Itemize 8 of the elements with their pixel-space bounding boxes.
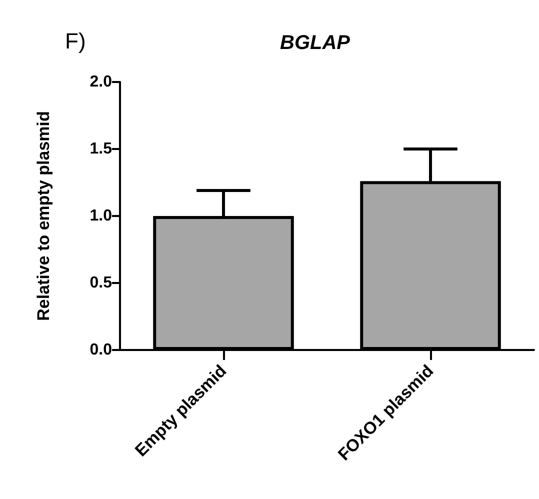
y-tick-label: 2.0 — [90, 74, 112, 90]
y-axis-title: Relative to empty plasmid — [34, 111, 53, 321]
y-tick-label: 1.5 — [90, 140, 112, 158]
y-tick-label: 0.0 — [90, 342, 112, 358]
y-tick-label: 1.0 — [90, 208, 112, 224]
chart-title: BGLAP — [280, 32, 351, 54]
text: F) — [65, 28, 86, 54]
y-tick-label: 0.5 — [90, 274, 112, 292]
